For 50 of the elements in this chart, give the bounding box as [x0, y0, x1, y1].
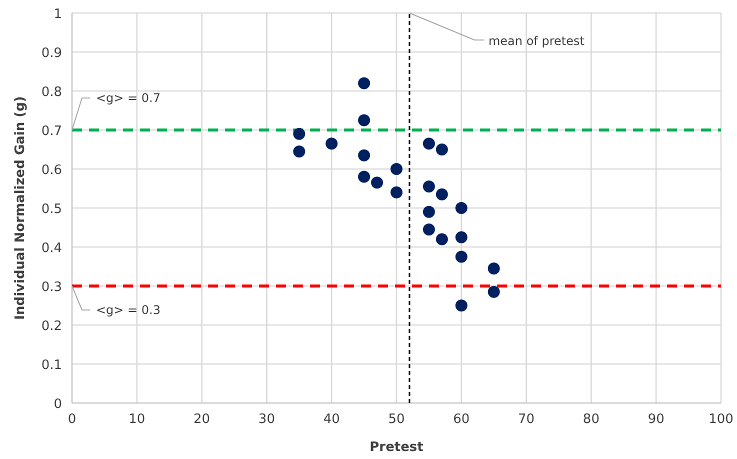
y-tick-label: 0.3 [41, 280, 62, 295]
point [455, 231, 468, 244]
point [390, 163, 402, 175]
x-tick-label: 50 [388, 412, 405, 427]
y-tick-label: 0.7 [41, 124, 62, 139]
x-tick-label: 90 [648, 412, 664, 427]
x-tick-label: 100 [708, 412, 734, 427]
y-tick-label: 0.2 [41, 319, 62, 334]
x-tick-label: 80 [582, 412, 600, 427]
x-tick-label: 0 [68, 412, 76, 427]
ref-line-label: <g> = 0.7 [96, 91, 160, 105]
y-tick-label: 0.8 [41, 85, 62, 100]
point [358, 170, 370, 183]
y-tick-label: 1 [54, 7, 62, 22]
x-tick-label: 20 [194, 412, 210, 427]
x-tick-label: 10 [128, 412, 146, 427]
point [293, 128, 306, 140]
point [326, 138, 338, 150]
y-tick-label: 0.6 [41, 163, 62, 178]
point [488, 286, 500, 298]
y-tick-label: 0.5 [41, 202, 62, 217]
point [371, 176, 384, 189]
point [436, 188, 448, 200]
y-tick-label: 0.9 [41, 46, 62, 61]
point [422, 138, 435, 150]
y-tick-label: 0 [54, 397, 62, 412]
point [358, 114, 370, 126]
point [455, 250, 468, 263]
point [422, 223, 435, 236]
point [436, 233, 448, 246]
point [358, 77, 370, 90]
y-tick-label: 0.1 [41, 358, 62, 373]
point [488, 262, 500, 274]
point [293, 145, 306, 158]
x-tick-label: 40 [323, 412, 340, 427]
ref-line-label: <g> = 0.3 [96, 303, 160, 317]
x-axis-title: Pretest [370, 440, 424, 455]
point [422, 206, 435, 218]
x-tick-label: 70 [518, 412, 535, 427]
x-tick-label: 30 [258, 412, 275, 427]
point [436, 144, 448, 156]
ref-line-label: mean of pretest [488, 34, 585, 48]
point [422, 180, 435, 193]
point [455, 300, 468, 312]
point [390, 186, 402, 198]
point [455, 202, 468, 214]
y-tick-label: 0.4 [41, 241, 62, 256]
x-tick-label: 60 [453, 412, 470, 427]
point [358, 149, 370, 162]
y-axis-title: Individual Normalized Gain (g) [13, 96, 28, 320]
